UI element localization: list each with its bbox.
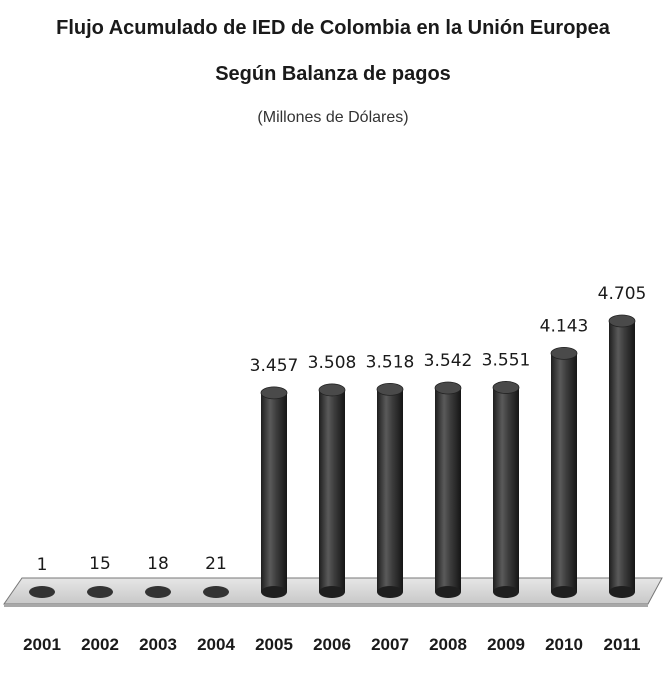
x-tick-label: 2005 <box>255 635 293 654</box>
bar-2010 <box>550 346 578 598</box>
x-tick-label: 2009 <box>487 635 525 654</box>
bar-2007 <box>376 382 404 598</box>
bar-2002 <box>87 586 113 598</box>
value-label: 18 <box>147 554 169 574</box>
bar-base <box>551 586 577 598</box>
bar-top-cap <box>608 314 636 328</box>
x-tick-label: 2006 <box>313 635 351 654</box>
bar-body <box>551 353 577 592</box>
bar-base <box>145 586 171 598</box>
x-tick-label: 2008 <box>429 635 467 654</box>
chart-floor-edge <box>4 604 648 607</box>
bar-base <box>377 586 403 598</box>
value-label: 3.542 <box>424 351 473 371</box>
bar-2004 <box>203 586 229 598</box>
value-label: 3.508 <box>308 353 357 373</box>
chart-subtitle: Según Balanza de pagos <box>215 63 451 85</box>
bar-base <box>29 586 55 598</box>
x-tick-label: 2003 <box>139 635 177 654</box>
bar-top-cap <box>492 381 520 394</box>
bar-2001 <box>29 586 55 598</box>
bar-top-cap <box>376 382 404 396</box>
value-label: 1 <box>37 555 48 575</box>
bar-base <box>435 586 461 598</box>
value-label: 3.457 <box>250 356 299 376</box>
value-labels-group: 1 15 18 21 3.457 3.508 3.518 3.542 3.551 4.143 4.7… <box>37 284 647 575</box>
bar-base <box>87 586 113 598</box>
x-axis-ticks: 2001 2002 2003 2004 2005 2006 2007 2008 2009 2010… <box>23 635 640 654</box>
bar-body <box>609 320 635 592</box>
value-label: 4.705 <box>598 284 647 304</box>
bar-body <box>435 387 461 592</box>
bar-2003 <box>145 586 171 598</box>
x-tick-label: 2002 <box>81 635 119 654</box>
bars-group <box>29 314 636 598</box>
bar-top-cap <box>550 346 578 360</box>
bar-top-cap <box>260 386 288 400</box>
bar-base <box>261 586 287 598</box>
bar-body <box>377 389 403 592</box>
bar-2005 <box>260 386 288 598</box>
value-label: 3.551 <box>482 350 531 370</box>
unit-label: (Millones de Dólares) <box>257 109 408 126</box>
bar-base <box>319 586 345 598</box>
chart-title: Flujo Acumulado de IED de Colombia en la… <box>56 17 611 39</box>
value-label: 4.143 <box>540 316 589 336</box>
bar-base <box>203 586 229 598</box>
x-tick-label: 2010 <box>545 635 583 654</box>
bar-2009 <box>492 381 520 598</box>
x-tick-label: 2011 <box>604 635 641 654</box>
bar-body <box>261 392 287 592</box>
bar-body <box>319 389 345 592</box>
value-label: 3.518 <box>366 352 415 372</box>
value-label: 21 <box>205 554 227 574</box>
x-tick-label: 2007 <box>371 635 409 654</box>
value-label: 15 <box>89 554 111 574</box>
bar-2011 <box>608 314 636 598</box>
bar-top-cap <box>318 383 346 397</box>
bar-2006 <box>318 383 346 598</box>
x-tick-label: 2001 <box>23 635 61 654</box>
bar-base <box>493 586 519 598</box>
bar-body <box>493 387 519 592</box>
x-tick-label: 2004 <box>197 635 235 654</box>
bar-top-cap <box>434 381 462 395</box>
bar-2008 <box>434 381 462 598</box>
bar-base <box>609 586 635 598</box>
